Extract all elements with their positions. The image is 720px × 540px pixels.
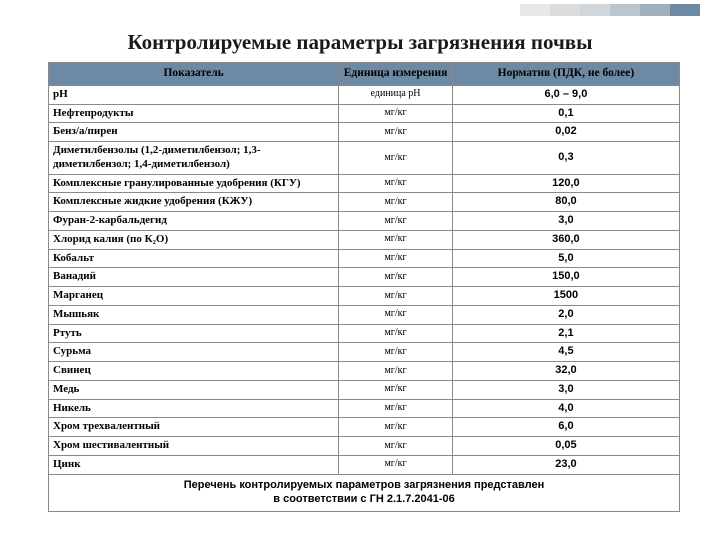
col-header-unit: Единица измерения [339, 63, 453, 86]
cell-norm: 4,0 [452, 399, 679, 418]
cell-norm: 6,0 [452, 418, 679, 437]
stripe-seg [580, 4, 610, 16]
table-row: Ванадиймг/кг150,0 [49, 268, 680, 287]
col-header-norm: Норматив (ПДК, не более) [452, 63, 679, 86]
page-title: Контролируемые параметры загрязнения поч… [0, 30, 720, 55]
cell-param: Хром шестивалентный [49, 437, 339, 456]
cell-norm: 4,5 [452, 343, 679, 362]
cell-param: Мышьяк [49, 305, 339, 324]
cell-norm: 0,05 [452, 437, 679, 456]
cell-unit: мг/кг [339, 268, 453, 287]
parameters-table-wrap: Показатель Единица измерения Норматив (П… [48, 62, 680, 512]
cell-norm: 2,1 [452, 324, 679, 343]
cell-norm: 0,1 [452, 104, 679, 123]
stripe-seg [610, 4, 640, 16]
cell-unit: мг/кг [339, 142, 453, 175]
table-header-row: Показатель Единица измерения Норматив (П… [49, 63, 680, 86]
cell-norm: 120,0 [452, 174, 679, 193]
cell-norm: 5,0 [452, 249, 679, 268]
table-row: Фуран-2-карбальдегидмг/кг3,0 [49, 212, 680, 231]
cell-unit: мг/кг [339, 418, 453, 437]
table-row: Хлорид калия (по К₂О)мг/кг360,0 [49, 230, 680, 249]
table-row: Свинецмг/кг32,0 [49, 362, 680, 381]
cell-unit: мг/кг [339, 399, 453, 418]
table-row: Бенз/а/пиренмг/кг0,02 [49, 123, 680, 142]
cell-param: Ртуть [49, 324, 339, 343]
cell-unit: мг/кг [339, 123, 453, 142]
cell-unit: мг/кг [339, 230, 453, 249]
table-row: Кобальтмг/кг5,0 [49, 249, 680, 268]
cell-unit: мг/кг [339, 343, 453, 362]
table-footer-row: Перечень контролируемых параметров загря… [49, 474, 680, 512]
cell-unit: мг/кг [339, 174, 453, 193]
cell-norm: 0,02 [452, 123, 679, 142]
stripe-seg [640, 4, 670, 16]
cell-unit: мг/кг [339, 104, 453, 123]
cell-unit: мг/кг [339, 212, 453, 231]
cell-norm: 23,0 [452, 455, 679, 474]
cell-unit: мг/кг [339, 455, 453, 474]
cell-norm: 360,0 [452, 230, 679, 249]
table-row: Марганецмг/кг1500 [49, 287, 680, 306]
stripe-seg [550, 4, 580, 16]
cell-norm: 80,0 [452, 193, 679, 212]
cell-param: Никель [49, 399, 339, 418]
cell-unit: мг/кг [339, 249, 453, 268]
table-row: Ртутьмг/кг2,1 [49, 324, 680, 343]
cell-norm: 32,0 [452, 362, 679, 381]
cell-param: Нефтепродукты [49, 104, 339, 123]
table-row: Никельмг/кг4,0 [49, 399, 680, 418]
cell-unit: мг/кг [339, 324, 453, 343]
table-row: Хром трехвалентныймг/кг6,0 [49, 418, 680, 437]
decorative-stripe [520, 4, 700, 16]
cell-unit: мг/кг [339, 437, 453, 456]
cell-param: рН [49, 85, 339, 104]
cell-unit: мг/кг [339, 380, 453, 399]
table-row: Комплексные жидкие удобрения (КЖУ)мг/кг8… [49, 193, 680, 212]
cell-unit: мг/кг [339, 362, 453, 381]
table-row: рНединица рН6,0 – 9,0 [49, 85, 680, 104]
table-footer-cell: Перечень контролируемых параметров загря… [49, 474, 680, 512]
table-row: Мышьякмг/кг2,0 [49, 305, 680, 324]
cell-norm: 3,0 [452, 380, 679, 399]
cell-param: Медь [49, 380, 339, 399]
table-row: Медьмг/кг3,0 [49, 380, 680, 399]
cell-norm: 6,0 – 9,0 [452, 85, 679, 104]
table-row: Цинкмг/кг23,0 [49, 455, 680, 474]
stripe-seg [670, 4, 700, 16]
table-row: Комплексные гранулированные удобрения (К… [49, 174, 680, 193]
cell-param: Комплексные гранулированные удобрения (К… [49, 174, 339, 193]
table-row: Хром шестивалентныймг/кг0,05 [49, 437, 680, 456]
table-row: Нефтепродуктымг/кг0,1 [49, 104, 680, 123]
cell-param: Фуран-2-карбальдегид [49, 212, 339, 231]
cell-param: Комплексные жидкие удобрения (КЖУ) [49, 193, 339, 212]
cell-param: Хлорид калия (по К₂О) [49, 230, 339, 249]
cell-unit: мг/кг [339, 193, 453, 212]
parameters-table: Показатель Единица измерения Норматив (П… [48, 62, 680, 512]
cell-norm: 2,0 [452, 305, 679, 324]
cell-unit: единица рН [339, 85, 453, 104]
cell-param: Кобальт [49, 249, 339, 268]
cell-param: Цинк [49, 455, 339, 474]
footer-line-1: Перечень контролируемых параметров загря… [184, 479, 544, 491]
cell-norm: 0,3 [452, 142, 679, 175]
cell-param: Свинец [49, 362, 339, 381]
col-header-param: Показатель [49, 63, 339, 86]
table-row: Диметилбензолы (1,2-диметилбензол; 1,3-д… [49, 142, 680, 175]
cell-unit: мг/кг [339, 305, 453, 324]
cell-param: Диметилбензолы (1,2-диметилбензол; 1,3-д… [49, 142, 339, 175]
cell-param: Марганец [49, 287, 339, 306]
footer-line-2: в соответствии с ГН 2.1.7.2041-06 [273, 493, 454, 505]
cell-norm: 150,0 [452, 268, 679, 287]
cell-param: Хром трехвалентный [49, 418, 339, 437]
cell-param: Ванадий [49, 268, 339, 287]
stripe-seg [520, 4, 550, 16]
cell-norm: 1500 [452, 287, 679, 306]
table-row: Сурьмамг/кг4,5 [49, 343, 680, 362]
cell-param: Бенз/а/пирен [49, 123, 339, 142]
cell-norm: 3,0 [452, 212, 679, 231]
cell-unit: мг/кг [339, 287, 453, 306]
cell-param: Сурьма [49, 343, 339, 362]
